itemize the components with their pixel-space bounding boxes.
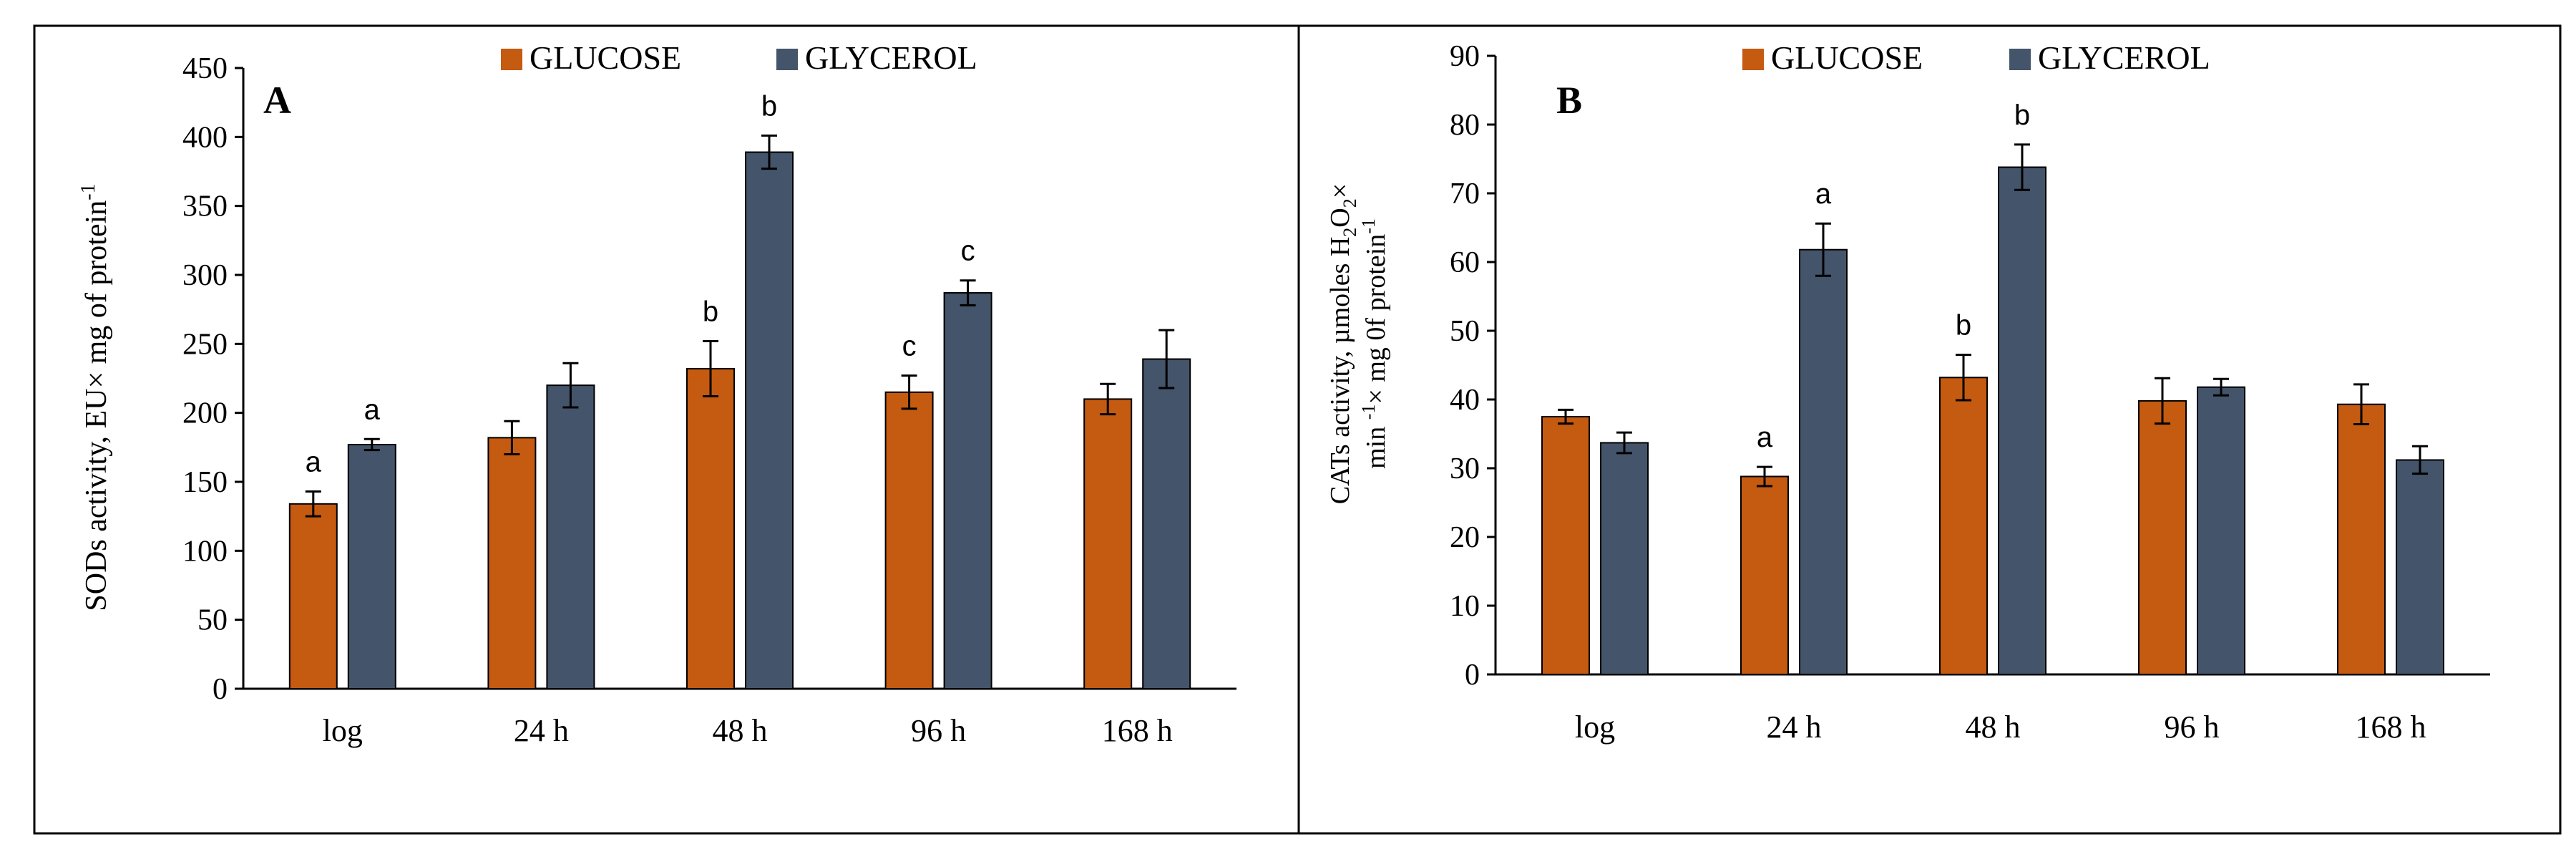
panel-b-y-tick-label: 40: [1450, 384, 1480, 417]
panel-a-significance-label: a: [306, 446, 322, 478]
legend-glucose-swatch: [1742, 49, 1764, 70]
panel-a-bar-glucose: [884, 391, 934, 689]
panel-b-x-tick-label: 24 h: [1767, 710, 1822, 745]
panel-a-y-tick-label: 150: [182, 466, 228, 499]
panel-b-bar-glucose: [1541, 416, 1590, 675]
panel-b-x-tick-label: 168 h: [2356, 710, 2426, 745]
panel-a-significance-label: c: [961, 236, 975, 267]
panel-a-bar-glucose: [288, 503, 338, 689]
panel-b-y-tick-label: 80: [1450, 109, 1480, 142]
panel-a-legend: GLUCOSE GLYCEROL: [501, 39, 977, 76]
panel-a-bar-glycerol: [546, 384, 595, 690]
panel-a-bar-glycerol: [745, 151, 794, 689]
legend-glucose-swatch: [501, 49, 522, 70]
panel-a-x-tick-label: 96 h: [911, 713, 966, 748]
panel-a-y-tick-label: 250: [182, 328, 228, 361]
legend-glycerol-label: GLYCEROL: [805, 39, 977, 76]
panel-b-bar-glycerol: [2396, 459, 2444, 675]
panel-b: 0 10 20 30 40 50 60 70 80 90 log 24 h a a 48 h b b 96 h 16…: [1325, 39, 2490, 745]
panel-a-bar-glucose: [487, 437, 537, 689]
panel-a-plot: 0 50 100 150 200 250 300 350 400 450 log a a 24 h 48 h…: [182, 52, 1236, 748]
panel-a-y-tick-label: 350: [182, 190, 228, 223]
panel-b-bar-glycerol: [2197, 386, 2245, 675]
panel-a-y-tick-label: 300: [182, 259, 228, 292]
panel-b-bar-glucose: [1939, 377, 1988, 676]
panel-a-significance-label: a: [364, 394, 381, 425]
panel-b-y-axis-label-line2: min -1× mg 0f protein-1: [1358, 218, 1391, 469]
panel-b-y-tick-label: 70: [1450, 178, 1480, 210]
panel-a-x-tick-label: 48 h: [713, 713, 768, 748]
panel-b-y-tick-label: 10: [1450, 590, 1480, 623]
panel-b-y-tick-label: 90: [1450, 40, 1480, 73]
panel-b-bar-glycerol: [1799, 248, 1848, 676]
panel-b-y-axis-label-line1: CATs activity, µmoles H2O2×: [1325, 183, 1360, 504]
panel-b-bar-glycerol: [1998, 166, 2046, 675]
panel-a: 0 50 100 150 200 250 300 350 400 450 log a a 24 h 48 h…: [77, 39, 1236, 748]
panel-b-bar-glucose: [1740, 475, 1789, 676]
panel-a-y-tick-label: 200: [182, 397, 228, 430]
panel-a-y-tick-label: 0: [213, 673, 228, 706]
panel-b-significance-label: a: [1815, 178, 1832, 210]
panel-a-bar-glycerol: [943, 292, 992, 689]
panel-a-significance-label: b: [703, 296, 718, 327]
panel-b-significance-label: b: [1956, 310, 1971, 342]
panel-a-bar-glycerol: [1142, 358, 1191, 689]
panel-a-y-tick-label: 450: [182, 52, 228, 85]
legend-glycerol-label: GLYCEROL: [2038, 39, 2210, 76]
panel-a-x-tick-label: 168 h: [1102, 713, 1173, 748]
panel-a-significance-label: b: [761, 90, 777, 122]
panel-a-y-axis-label: SODs activity, EU× mg of protein-1: [77, 183, 113, 611]
legend-glycerol-swatch: [2009, 49, 2031, 70]
panel-b-significance-label: b: [2014, 100, 2030, 131]
panel-a-significance-label: c: [902, 331, 917, 362]
panel-b-y-tick-label: 0: [1465, 659, 1480, 692]
panel-a-bar-glucose: [1083, 398, 1133, 690]
panel-a-bar-glucose: [686, 368, 735, 689]
panel-a-y-tick-label: 400: [182, 121, 228, 154]
panel-b-y-tick-label: 20: [1450, 521, 1480, 554]
panel-b-x-tick-label: log: [1575, 710, 1615, 745]
panel-a-x-tick-label: log: [323, 713, 363, 748]
panel-b-bar-glycerol: [1600, 442, 1649, 675]
panel-b-bar-glucose: [2138, 399, 2187, 675]
panel-b-legend: GLUCOSE GLYCEROL: [1742, 39, 2210, 76]
panel-a-y-tick-label: 100: [182, 535, 228, 568]
panel-b-significance-label: a: [1757, 422, 1773, 453]
panel-b-y-tick-label: 30: [1450, 452, 1480, 485]
legend-glycerol-swatch: [776, 49, 798, 70]
panel-a-y-axis-label-main: SODs activity, EU× mg of protein: [80, 200, 113, 611]
legend-glucose-label: GLUCOSE: [1771, 39, 1923, 76]
panel-a-label: A: [263, 79, 291, 122]
panel-b-y-tick-label: 50: [1450, 315, 1480, 348]
panel-a-bar-glycerol: [347, 443, 396, 689]
panel-b-x-tick-label: 96 h: [2165, 710, 2220, 745]
panel-b-bar-glucose: [2337, 403, 2386, 675]
legend-glucose-label: GLUCOSE: [530, 39, 681, 76]
panel-b-plot: 0 10 20 30 40 50 60 70 80 90 log 24 h a a 48 h b b 96 h 16…: [1450, 40, 2490, 745]
panel-a-y-tick-label: 50: [197, 604, 228, 637]
panel-b-y-tick-label: 60: [1450, 246, 1480, 279]
panel-b-x-tick-label: 48 h: [1966, 710, 2021, 745]
panel-a-x-tick-label: 24 h: [514, 713, 569, 748]
panel-a-y-axis-label-sup: -1: [77, 183, 99, 200]
panel-b-label: B: [1556, 79, 1582, 122]
